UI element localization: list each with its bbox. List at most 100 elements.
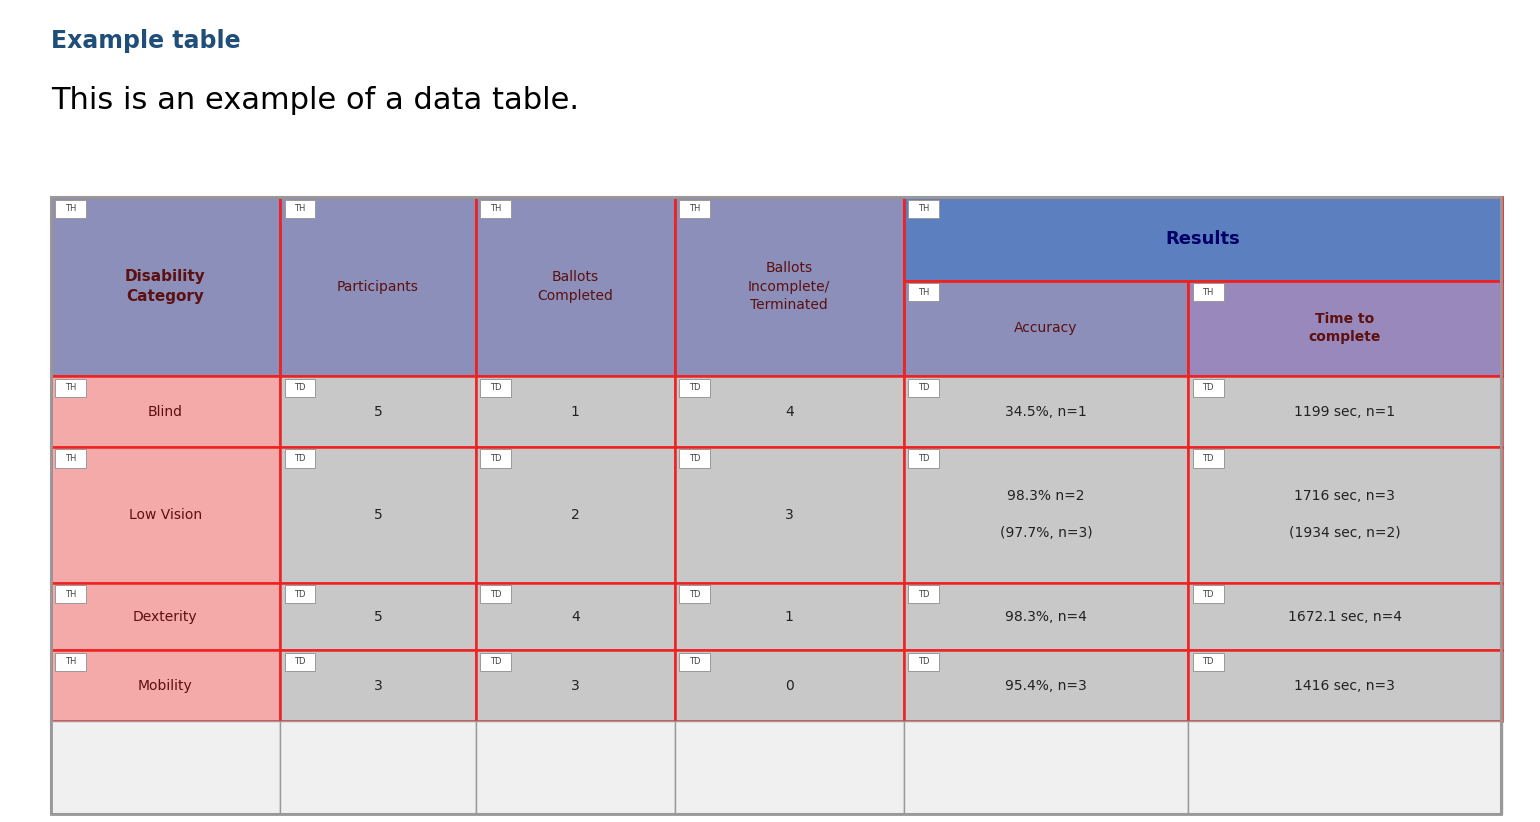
- Bar: [51, 722, 280, 814]
- Bar: [476, 650, 675, 722]
- Text: TD: TD: [490, 454, 502, 463]
- Text: TD: TD: [490, 658, 502, 667]
- Bar: [476, 583, 675, 650]
- Bar: [909, 653, 939, 671]
- Text: TD: TD: [490, 589, 502, 598]
- Bar: [51, 447, 280, 583]
- Text: Mobility: Mobility: [139, 679, 192, 693]
- Bar: [285, 200, 316, 218]
- Text: Low Vision: Low Vision: [129, 508, 202, 522]
- Bar: [55, 585, 86, 603]
- Bar: [1189, 650, 1502, 722]
- Text: 1416 sec, n=3: 1416 sec, n=3: [1295, 679, 1395, 693]
- Bar: [909, 585, 939, 603]
- Text: 95.4%, n=3: 95.4%, n=3: [1006, 679, 1087, 693]
- Bar: [904, 197, 1502, 280]
- Bar: [1194, 585, 1224, 603]
- Text: 1: 1: [785, 609, 793, 624]
- Text: TH: TH: [294, 205, 306, 213]
- Bar: [280, 650, 476, 722]
- Bar: [55, 378, 86, 397]
- Text: TH: TH: [65, 589, 77, 598]
- Bar: [51, 376, 280, 447]
- Bar: [679, 653, 710, 671]
- Text: TD: TD: [688, 383, 701, 392]
- Text: 5: 5: [374, 609, 382, 624]
- Bar: [476, 376, 675, 447]
- Text: TD: TD: [1203, 454, 1214, 463]
- Text: TD: TD: [294, 589, 306, 598]
- Bar: [280, 583, 476, 650]
- Text: 2: 2: [571, 508, 579, 522]
- Text: 5: 5: [374, 404, 382, 418]
- Text: 3: 3: [571, 679, 579, 693]
- Bar: [675, 650, 904, 722]
- Bar: [480, 200, 511, 218]
- Bar: [476, 197, 675, 376]
- Text: TD: TD: [688, 589, 701, 598]
- Bar: [51, 197, 1501, 814]
- Bar: [480, 585, 511, 603]
- Bar: [904, 280, 1189, 376]
- Text: TD: TD: [1203, 383, 1214, 392]
- Text: TH: TH: [490, 205, 502, 213]
- Text: Accuracy: Accuracy: [1015, 321, 1078, 335]
- Text: TH: TH: [918, 288, 930, 297]
- Text: 0: 0: [785, 679, 793, 693]
- Text: Disability
Category: Disability Category: [125, 270, 206, 304]
- Bar: [480, 653, 511, 671]
- Text: TD: TD: [688, 454, 701, 463]
- Bar: [679, 585, 710, 603]
- Text: Results: Results: [1166, 230, 1240, 248]
- Text: 4: 4: [571, 609, 579, 624]
- Text: TH: TH: [65, 454, 77, 463]
- Bar: [1189, 280, 1502, 376]
- Bar: [280, 722, 476, 814]
- Text: This is an example of a data table.: This is an example of a data table.: [51, 86, 579, 115]
- Bar: [675, 583, 904, 650]
- Bar: [904, 722, 1189, 814]
- Bar: [909, 283, 939, 301]
- Text: TD: TD: [918, 658, 930, 667]
- Text: 1672.1 sec, n=4: 1672.1 sec, n=4: [1287, 609, 1401, 624]
- Bar: [51, 650, 280, 722]
- Bar: [679, 450, 710, 468]
- Text: Blind: Blind: [148, 404, 183, 418]
- Text: TD: TD: [918, 454, 930, 463]
- Text: TD: TD: [294, 658, 306, 667]
- Text: 3: 3: [374, 679, 382, 693]
- Bar: [280, 197, 476, 376]
- Bar: [51, 197, 280, 376]
- Bar: [1189, 376, 1502, 447]
- Text: TH: TH: [65, 205, 77, 213]
- Bar: [679, 378, 710, 397]
- Bar: [285, 653, 316, 671]
- Text: TH: TH: [65, 383, 77, 392]
- Text: TH: TH: [688, 205, 701, 213]
- Bar: [1189, 722, 1502, 814]
- Text: TD: TD: [1203, 658, 1214, 667]
- Text: TD: TD: [918, 383, 930, 392]
- Text: 4: 4: [785, 404, 793, 418]
- Bar: [679, 200, 710, 218]
- Bar: [904, 583, 1189, 650]
- Text: 5: 5: [374, 508, 382, 522]
- Bar: [51, 197, 1501, 814]
- Text: 98.3%, n=4: 98.3%, n=4: [1006, 609, 1087, 624]
- Text: TH: TH: [65, 658, 77, 667]
- Text: TD: TD: [688, 658, 701, 667]
- Bar: [904, 447, 1189, 583]
- Text: Ballots
Completed: Ballots Completed: [537, 270, 613, 302]
- Bar: [675, 447, 904, 583]
- Text: TH: TH: [1203, 288, 1214, 297]
- Bar: [280, 447, 476, 583]
- Text: 1: 1: [571, 404, 579, 418]
- Text: Time to
complete: Time to complete: [1309, 312, 1381, 344]
- Bar: [51, 583, 280, 650]
- Bar: [1194, 378, 1224, 397]
- Bar: [675, 722, 904, 814]
- Bar: [909, 450, 939, 468]
- Text: TD: TD: [294, 454, 306, 463]
- Bar: [476, 447, 675, 583]
- Text: 1716 sec, n=3

(1934 sec, n=2): 1716 sec, n=3 (1934 sec, n=2): [1289, 489, 1401, 540]
